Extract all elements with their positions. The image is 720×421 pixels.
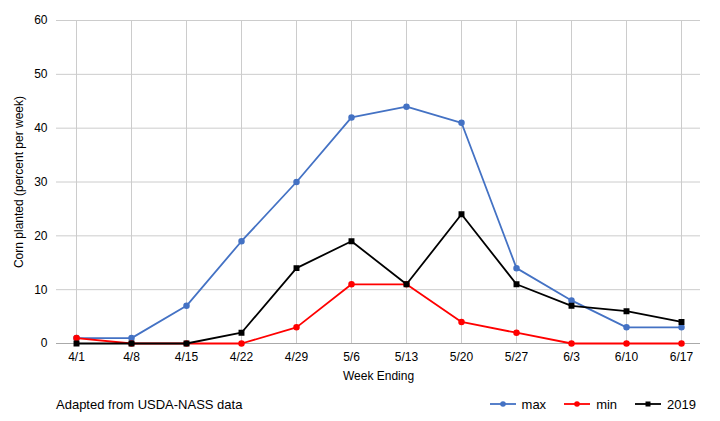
svg-text:4/22: 4/22 [230, 350, 254, 364]
svg-text:4/1: 4/1 [68, 350, 85, 364]
svg-text:6/3: 6/3 [563, 350, 580, 364]
svg-text:50: 50 [34, 67, 48, 81]
html-text:Adapted from USDA-NASS data: Adapted from USDA-NASS data [56, 396, 243, 412]
html-text:min: min [596, 396, 618, 412]
svg-text:4/15: 4/15 [175, 350, 199, 364]
svg-text:5/20: 5/20 [450, 350, 474, 364]
svg-text:10: 10 [34, 283, 48, 297]
svg-text:4/29: 4/29 [285, 350, 309, 364]
svg-text:20: 20 [34, 229, 48, 243]
svg-text:Corn planted (percent per week: Corn planted (percent per week) [12, 96, 26, 268]
svg-text:30: 30 [34, 175, 48, 189]
svg-text:60: 60 [34, 13, 48, 27]
svg-text:0: 0 [41, 336, 48, 350]
html-text:2019: 2019 [667, 396, 696, 412]
svg-text:Week Ending: Week Ending [343, 369, 414, 383]
svg-text:5/13: 5/13 [395, 350, 419, 364]
svg-text:6/10: 6/10 [615, 350, 639, 364]
svg-text:5/27: 5/27 [505, 350, 529, 364]
svg-text:5/6: 5/6 [343, 350, 360, 364]
html-text:max: max [521, 396, 547, 412]
svg-text:6/17: 6/17 [670, 350, 694, 364]
svg-text:40: 40 [34, 121, 48, 135]
svg-text:4/8: 4/8 [123, 350, 140, 364]
